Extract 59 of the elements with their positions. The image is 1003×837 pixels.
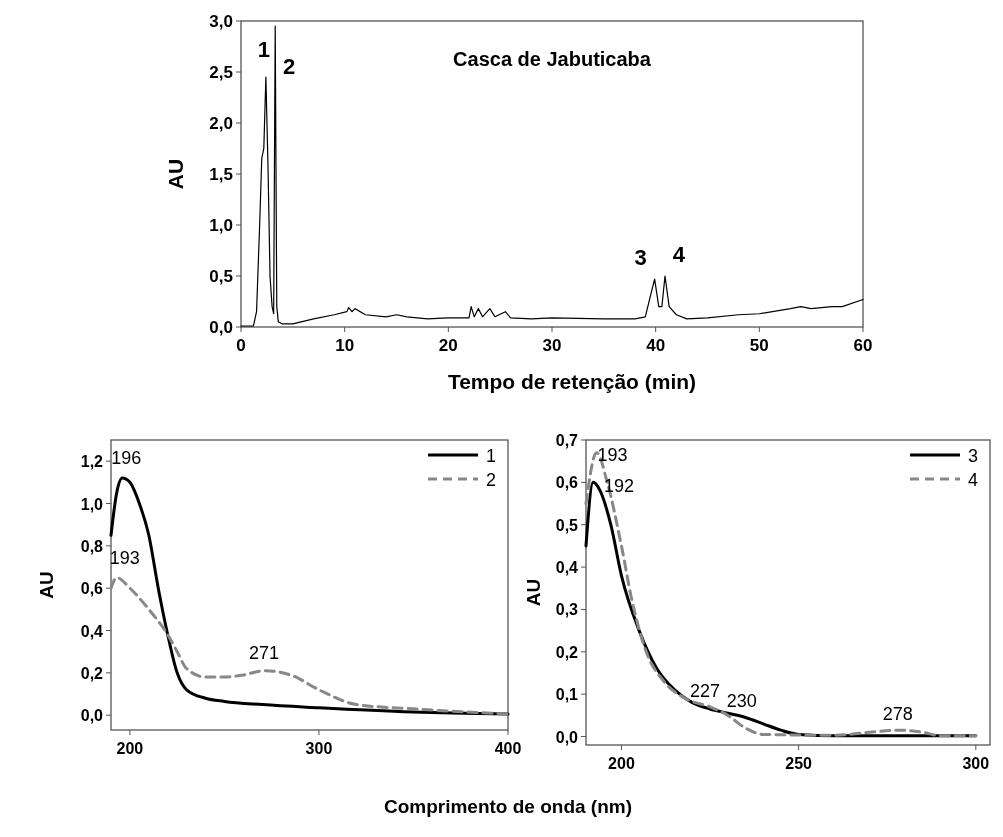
text: Casca de Jabuticaba xyxy=(453,48,652,70)
annotation: 1 xyxy=(257,37,271,63)
y-tick-label: 0,5 xyxy=(555,516,579,534)
y-tick-label: 2,0 xyxy=(209,114,233,133)
annotation: 193 xyxy=(597,444,628,465)
x-tick-label: 30 xyxy=(542,336,562,355)
y-tick-label: 0,8 xyxy=(80,537,104,555)
x-tick-label: 400 xyxy=(494,740,522,757)
x-tick-label: 300 xyxy=(305,740,333,757)
y-tick-label: 0,0 xyxy=(555,728,579,746)
x-tick-label: 0 xyxy=(236,336,246,355)
y-axis-title: AU xyxy=(164,158,187,190)
y-tick-label: 0,6 xyxy=(80,580,104,598)
y-tick-label: 1,5 xyxy=(209,165,233,184)
annotation: 278 xyxy=(882,704,913,725)
annotation: 4 xyxy=(672,242,686,267)
y-tick-label: 0,0 xyxy=(80,707,104,725)
line-series xyxy=(109,576,510,716)
x-axis-title: Tempo de retenção (min) xyxy=(447,370,697,393)
legend-label: 2 xyxy=(486,470,497,490)
y-axis-title: AU xyxy=(36,571,57,599)
y-axis-title: AU xyxy=(523,578,544,607)
y-tick-label: 0,0 xyxy=(209,318,233,337)
y-tick-label: 0,2 xyxy=(555,643,579,661)
x-tick-label: 20 xyxy=(438,336,458,355)
legend-label: 1 xyxy=(486,446,497,466)
annotation: 3 xyxy=(634,245,647,271)
y-tick-label: 1,0 xyxy=(80,495,104,513)
annotation: 193 xyxy=(109,547,140,568)
annotation: 192 xyxy=(604,476,635,497)
y-tick-label: 0,4 xyxy=(80,622,104,640)
y-tick-label: 0,1 xyxy=(555,686,579,704)
line-series xyxy=(240,25,864,327)
annotation: 271 xyxy=(249,642,280,663)
x-axis-title: Comprimento de onda (nm) xyxy=(383,796,633,817)
y-tick-label: 2,5 xyxy=(209,63,233,82)
x-tick-label: 40 xyxy=(646,336,666,355)
y-tick-label: 1,2 xyxy=(80,453,104,471)
legend-label: 4 xyxy=(968,470,979,490)
annotation: 230 xyxy=(726,691,757,712)
x-tick-label: 300 xyxy=(962,755,990,772)
y-tick-label: 0,6 xyxy=(555,474,579,492)
annotation: 196 xyxy=(111,448,142,469)
y-tick-label: 0,3 xyxy=(555,601,579,619)
x-tick-label: 250 xyxy=(785,755,813,772)
legend-label: 3 xyxy=(968,446,979,466)
y-tick-label: 0,4 xyxy=(555,559,579,577)
x-tick-label: 10 xyxy=(335,336,355,355)
x-tick-label: 50 xyxy=(749,336,769,355)
x-tick-label: 200 xyxy=(608,755,635,772)
y-tick-label: 1,0 xyxy=(209,216,233,235)
x-tick-label: 60 xyxy=(853,336,873,355)
x-tick-label: 200 xyxy=(116,740,144,757)
y-tick-label: 0,2 xyxy=(80,664,104,682)
y-tick-label: 0,7 xyxy=(555,432,579,449)
y-tick-label: 3,0 xyxy=(209,12,233,31)
y-tick-label: 0,5 xyxy=(209,267,233,286)
annotation: 227 xyxy=(690,680,721,701)
annotation: 2 xyxy=(283,54,296,80)
